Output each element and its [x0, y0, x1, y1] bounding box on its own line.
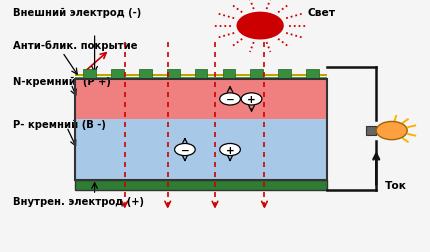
Bar: [279, 69, 292, 79]
Circle shape: [376, 122, 407, 140]
Text: N-кремний  (Р +): N-кремний (Р +): [13, 77, 111, 87]
Text: −: −: [226, 94, 234, 105]
Bar: [75, 120, 327, 180]
Bar: [75, 180, 327, 182]
Circle shape: [220, 93, 240, 106]
Text: Ток: Ток: [385, 180, 407, 190]
Bar: [75, 78, 327, 79]
Bar: [306, 69, 319, 79]
Circle shape: [220, 144, 240, 156]
Text: Внешний электрод (-): Внешний электрод (-): [13, 8, 141, 18]
Bar: [167, 69, 179, 79]
Bar: [194, 69, 208, 79]
Text: Анти-блик. покрытие: Анти-блик. покрытие: [13, 40, 138, 51]
Bar: [366, 126, 376, 136]
Bar: [75, 79, 327, 120]
Bar: [250, 69, 263, 79]
Circle shape: [175, 144, 195, 156]
Circle shape: [237, 13, 284, 40]
Text: Р- кремний (В -): Р- кремний (В -): [13, 120, 106, 130]
Text: +: +: [226, 145, 234, 155]
Bar: [75, 79, 327, 180]
Text: Внутрен. электрод (+): Внутрен. электрод (+): [13, 197, 144, 207]
Bar: [83, 69, 96, 79]
Text: +: +: [247, 94, 256, 105]
Bar: [223, 69, 236, 79]
Bar: [111, 69, 124, 79]
Bar: [75, 75, 327, 77]
Bar: [138, 69, 152, 79]
Bar: [75, 180, 327, 190]
Bar: [75, 180, 327, 190]
Circle shape: [241, 93, 262, 106]
Text: Свет: Свет: [307, 8, 335, 18]
Text: −: −: [181, 145, 189, 155]
